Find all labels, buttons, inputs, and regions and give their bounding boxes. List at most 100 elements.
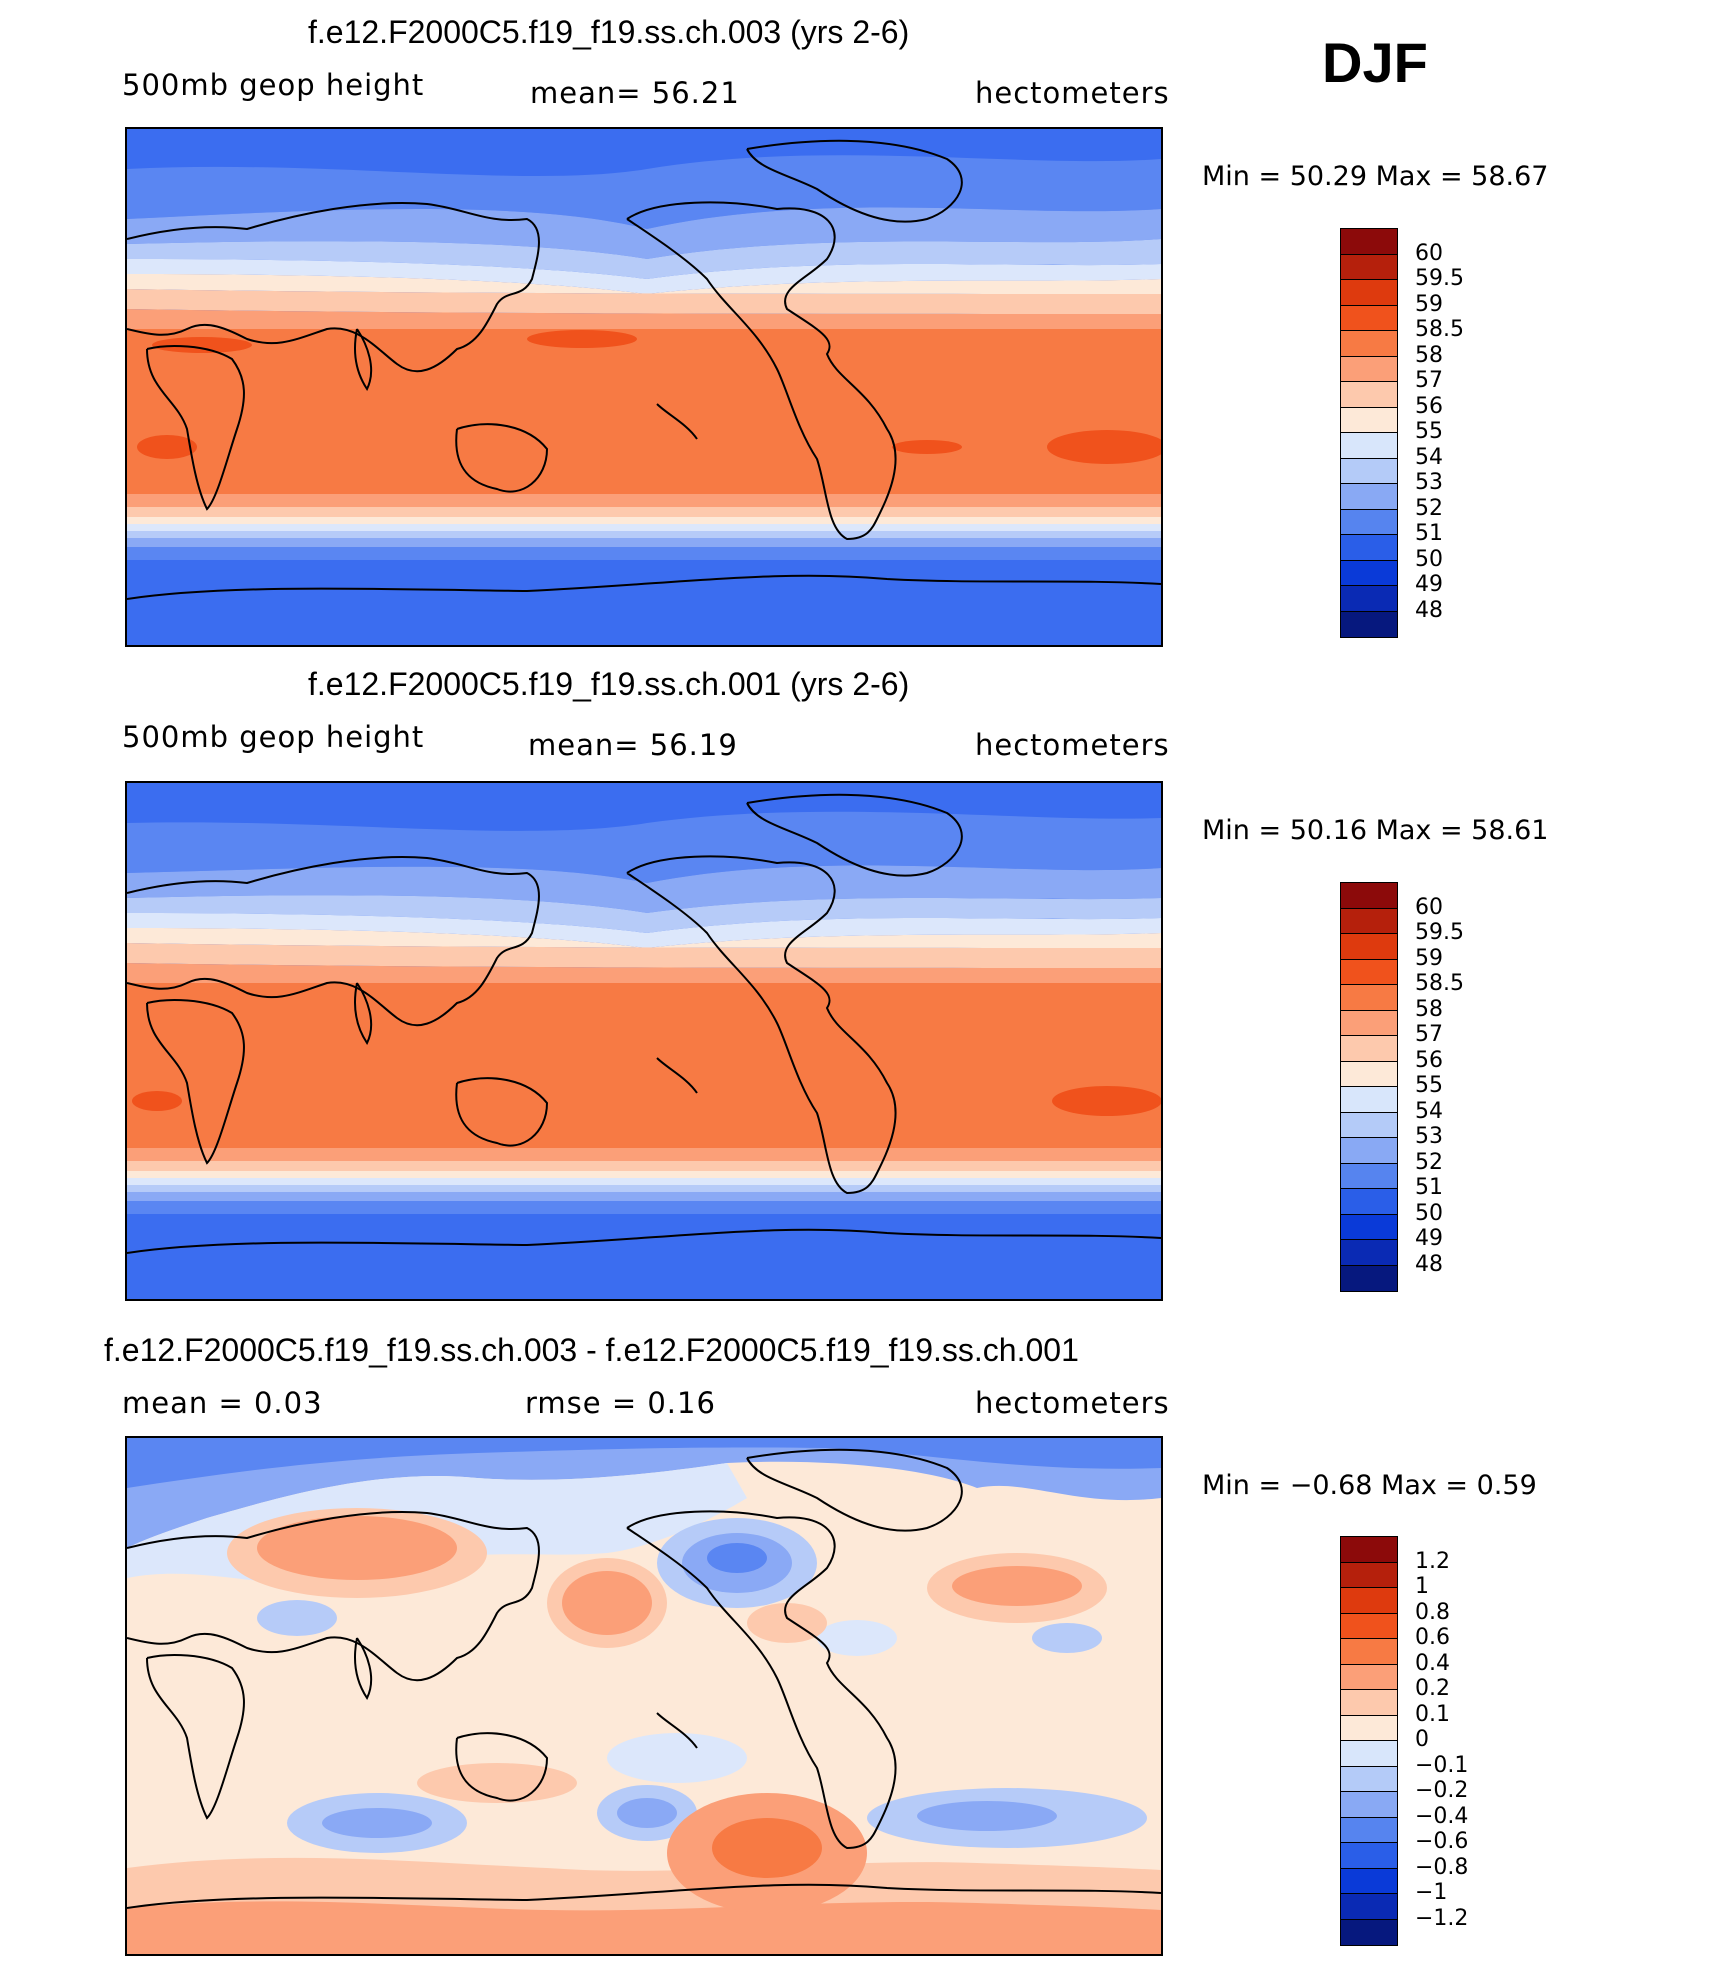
colorbar-swatch [1340, 381, 1398, 408]
colorbar-swatch [1340, 958, 1398, 986]
diff-neg-subtrop-atlantic [1032, 1623, 1102, 1653]
colorbar-label: 55 [1415, 419, 1443, 444]
colorbar-label: −0.1 [1415, 1752, 1469, 1778]
colorbar-label: −1.2 [1415, 1905, 1469, 1931]
diff-pos-npacific [562, 1571, 652, 1635]
colorbar-label: 53 [1415, 470, 1443, 495]
colorbar-swatch [1340, 1111, 1398, 1139]
colorbar-label: −0.2 [1415, 1778, 1469, 1803]
band-56-south [127, 1161, 1161, 1173]
colorbar-label: −1 [1415, 1880, 1448, 1905]
band-54 [127, 913, 1161, 948]
diff-neg-north-strong [127, 1438, 1161, 1488]
panel-3-units-label: hectometers [975, 1386, 1170, 1420]
colorbar-swatch [1340, 1587, 1398, 1614]
colorbar-label: 52 [1415, 495, 1443, 521]
colorbar-swatch [1340, 1060, 1398, 1088]
colorbar-swatch [1340, 1842, 1398, 1869]
colorbar-label: 50 [1415, 546, 1443, 572]
colorbar-label: 49 [1415, 572, 1443, 597]
colorbar-label: 59.5 [1415, 266, 1464, 291]
panel-3-min-max: Min = −0.68 Max = 0.59 [1202, 1470, 1537, 1501]
max-cell-atlantic [1052, 1086, 1161, 1116]
colorbar-label: 57 [1415, 368, 1443, 393]
band-56 [127, 943, 1161, 968]
colorbar-swatch [1340, 1765, 1398, 1793]
colorbar-swatch [1340, 1867, 1398, 1895]
colorbar-label: 0 [1415, 1727, 1429, 1752]
band-53 [127, 895, 1161, 933]
colorbar-swatch [1340, 279, 1398, 306]
colorbar-label: 0.8 [1415, 1599, 1450, 1625]
max-cell-africa [152, 337, 252, 353]
colorbar-label: 51 [1415, 521, 1443, 546]
max-cell-southamerica [892, 440, 962, 454]
colorbar-swatch [1340, 228, 1398, 255]
band-55 [127, 928, 1161, 948]
colorbar-label: 1 [1415, 1574, 1429, 1599]
colorbar-swatch [1340, 559, 1398, 587]
diff-neg-north [127, 1438, 1161, 1548]
colorbar-label: 55 [1415, 1073, 1443, 1098]
max-cell-westafrica [132, 1091, 182, 1111]
panel-2-map [125, 781, 1163, 1301]
colorbar-swatch [1340, 457, 1398, 485]
colorbar-swatch [1340, 1239, 1398, 1266]
band-53-south [127, 1185, 1161, 1193]
colorbar-swatch [1340, 508, 1398, 536]
band-50-south [127, 1214, 1161, 1299]
band-54-south [127, 1178, 1161, 1186]
colorbar-swatch [1340, 610, 1398, 638]
band-54 [127, 259, 1161, 294]
colorbar-swatch [1340, 534, 1398, 561]
band-52-south [127, 538, 1161, 548]
colorbar-swatch [1340, 1689, 1398, 1716]
panel-2-map-svg [127, 783, 1161, 1299]
panel-2-units-label: hectometers [975, 728, 1170, 762]
band-56 [127, 289, 1161, 314]
colorbar-swatch [1340, 1638, 1398, 1665]
colorbar-label: 58 [1415, 342, 1443, 368]
coastlines [127, 1448, 1161, 1909]
band-52-south [127, 1192, 1161, 1202]
colorbar-swatch [1340, 483, 1398, 510]
colorbar-swatch [1340, 406, 1398, 434]
colorbar-label: 0.4 [1415, 1650, 1450, 1676]
colorbar-label: 56 [1415, 393, 1443, 419]
diff-pos-antarctic [127, 1901, 1161, 1954]
diff-pos-southpacific-core [712, 1818, 822, 1878]
colorbar-label: −0.4 [1415, 1803, 1469, 1829]
panel-2-mean-label: mean= 56.19 [528, 728, 738, 762]
coastlines [127, 139, 1161, 600]
diff-neg-gulf [817, 1620, 897, 1656]
panel-1-map [125, 127, 1163, 647]
colorbar-swatch [1340, 1213, 1398, 1241]
colorbar-swatch [1340, 355, 1398, 383]
colorbar-label: 60 [1415, 894, 1443, 920]
colorbar-label: 1.2 [1415, 1548, 1450, 1574]
panel-2-title: f.e12.F2000C5.f19_f19.ss.ch.001 (yrs 2-6… [308, 666, 910, 702]
panel-3-mean-label: mean = 0.03 [122, 1386, 323, 1420]
colorbar-swatch [1340, 1086, 1398, 1113]
band-57-south [127, 1148, 1161, 1163]
colorbar-label: 0.1 [1415, 1701, 1450, 1727]
panel-2-variable-label: 500mb geop height [122, 720, 425, 754]
colorbar-label: 60 [1415, 240, 1443, 266]
band-51 [127, 155, 1161, 229]
colorbar-swatch [1340, 1714, 1398, 1742]
panel-3-title: f.e12.F2000C5.f19_f19.ss.ch.003 - f.e12.… [104, 1332, 1079, 1368]
band-57-south [127, 494, 1161, 509]
max-cell-pacific [527, 330, 637, 348]
band-51-south [127, 1201, 1161, 1215]
colorbar-label: 50 [1415, 1200, 1443, 1226]
colorbar-swatch [1340, 882, 1398, 909]
band-53 [127, 239, 1161, 279]
panel-1-mean-label: mean= 56.21 [530, 76, 740, 110]
colorbar-label: 56 [1415, 1047, 1443, 1073]
diff-pos-epacific [747, 1603, 827, 1643]
colorbar-swatch [1340, 1740, 1398, 1767]
band-57 [127, 309, 1161, 334]
colorbar-label: 0.6 [1415, 1625, 1450, 1650]
colorbar-swatch [1340, 253, 1398, 281]
diff-neg-mideast [257, 1600, 337, 1636]
